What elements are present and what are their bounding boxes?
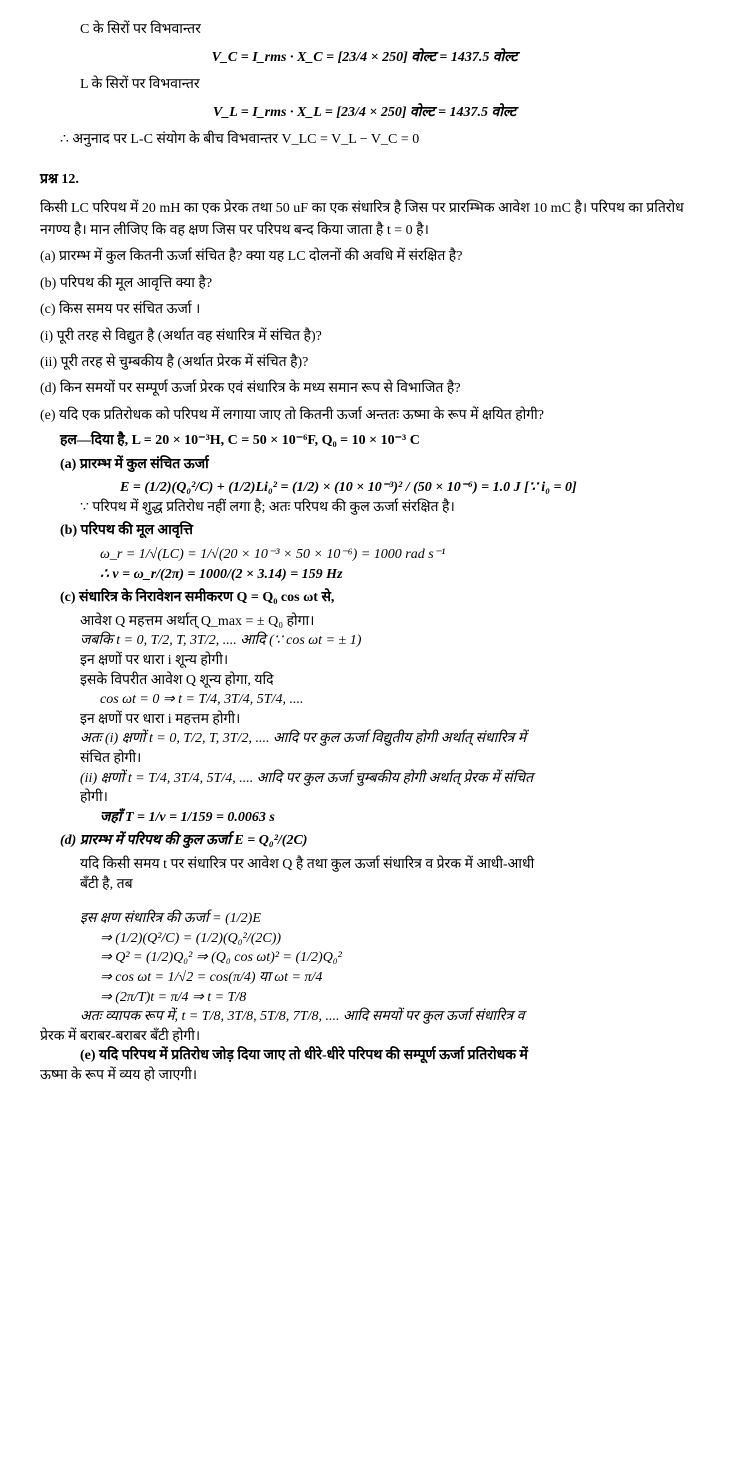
solution-c-line7: संचित होगी। xyxy=(40,749,689,769)
solution-given: हल—दिया है, L = 20 × 10⁻³H, C = 50 × 10⁻… xyxy=(40,431,689,451)
solution-c-line5: इन क्षणों पर धारा i महत्तम होगी। xyxy=(40,710,689,730)
intro-formula2: V_L = I_rms · X_L = [23/4 × 250] वोल्ट =… xyxy=(40,103,689,123)
intro-line2: L के सिरों पर विभवान्तर xyxy=(40,75,689,95)
question-part-ii: (ii) पूरी तरह से चुम्बकीय है (अर्थात प्र… xyxy=(40,352,689,374)
solution-e-line1: ऊष्मा के रूप में व्यय हो जाएगी। xyxy=(40,1066,689,1086)
solution-c-line4: इसके विपरीत आवेश Q शून्य होगा, यदि xyxy=(40,671,689,691)
intro-section: C के सिरों पर विभवान्तर V_C = I_rms · X_… xyxy=(40,20,689,150)
solution-d-line2: बँटी है, तब xyxy=(40,875,689,895)
question-part-e: (e) यदि एक प्रतिरोधक को परिपथ में लगाया … xyxy=(40,405,689,427)
solution-d-formula1: ⇒ (1/2)(Q²/C) = (1/2)(Q₀²/(2C)) xyxy=(40,929,689,949)
solution-c-formula1: cos ωt = 0 ⇒ t = T/4, 3T/4, 5T/4, .... xyxy=(40,690,689,710)
solution-a-formula: E = (1/2)(Q₀²/C) + (1/2)Li₀² = (1/2) × (… xyxy=(40,478,689,498)
solution-c-line8: (ii) क्षणों t = T/4, 3T/4, 5T/4, .... आद… xyxy=(40,769,689,789)
solution-b-formula1: ω_r = 1/√(LC) = 1/√(20 × 10⁻³ × 50 × 10⁻… xyxy=(40,545,689,565)
solution-c-line3: इन क्षणों पर धारा i शून्य होगी। xyxy=(40,651,689,671)
solution-b-label: (b) परिपथ की मूल आवृत्ति xyxy=(40,521,689,541)
solution-d-formula4: ⇒ (2π/T)t = π/4 ⇒ t = T/8 xyxy=(40,988,689,1008)
solution-d-conclusion2: प्रेरक में बराबर-बराबर बँटी होगी। xyxy=(40,1027,689,1047)
question-part-i: (i) पूरी तरह से विद्युत है (अर्थात वह सं… xyxy=(40,326,689,348)
solution-c-line1: आवेश Q महत्तम अर्थात् Q_max = ± Q₀ होगा। xyxy=(40,612,689,632)
solution-d-conclusion: अतः व्यापक रूप में, t = T/8, 3T/8, 5T/8,… xyxy=(40,1007,689,1027)
solution-c-line2: जबकि t = 0, T/2, T, 3T/2, .... आदि (∵ co… xyxy=(40,631,689,651)
intro-formula1: V_C = I_rms · X_C = [23/4 × 250] वोल्ट =… xyxy=(40,48,689,68)
solution-d-line1: यदि किसी समय t पर संधारित्र पर आवेश Q है… xyxy=(40,855,689,875)
solution-b-formula2: ∴ ν = ω_r/(2π) = 1000/(2 × 3.14) = 159 H… xyxy=(40,565,689,585)
solution-d-formula2: ⇒ Q² = (1/2)Q₀² ⇒ (Q₀ cos ωt)² = (1/2)Q₀… xyxy=(40,948,689,968)
question-part-b: (b) परिपथ की मूल आवृत्ति क्या है? xyxy=(40,273,689,295)
question-part-c: (c) किस समय पर संचित ऊर्जा । xyxy=(40,299,689,321)
question-number: प्रश्न 12. xyxy=(40,170,689,190)
intro-line3: ∴ अनुनाद पर L-C संयोग के बीच विभवान्तर V… xyxy=(40,130,689,150)
solution-c-line9: होगी। xyxy=(40,788,689,808)
solution-c-label: (c) संधारित्र के निरावेशन समीकरण Q = Q₀ … xyxy=(40,588,689,608)
solution-a-conclusion: ∵ परिपथ में शुद्ध प्रतिरोध नहीं लगा है; … xyxy=(40,498,689,518)
solution-c-line6: अतः (i) क्षणों t = 0, T/2, T, 3T/2, ....… xyxy=(40,729,689,749)
solution-e-label: (e) यदि परिपथ में प्रतिरोध जोड़ दिया जाए… xyxy=(40,1046,689,1066)
solution-d-formula3: ⇒ cos ωt = 1/√2 = cos(π/4) या ωt = π/4 xyxy=(40,968,689,988)
solution-c-formula2: जहाँ T = 1/ν = 1/159 = 0.0063 s xyxy=(40,808,689,828)
question-text1: किसी LC परिपथ में 20 mH का एक प्रेरक तथा… xyxy=(40,198,689,243)
intro-line1: C के सिरों पर विभवान्तर xyxy=(40,20,689,40)
question-part-a: (a) प्रारम्भ में कुल कितनी ऊर्जा संचित ह… xyxy=(40,246,689,268)
solution-d-line3: इस क्षण संधारित्र की ऊर्जा = (1/2)E xyxy=(40,909,689,929)
question-part-d: (d) किन समयों पर सम्पूर्ण ऊर्जा प्रेरक ए… xyxy=(40,378,689,400)
solution-a-label: (a) प्रारम्भ में कुल संचित ऊर्जा xyxy=(40,455,689,475)
solution-d-label: (d) प्रारम्भ में परिपथ की कुल ऊर्जा E = … xyxy=(40,831,689,851)
